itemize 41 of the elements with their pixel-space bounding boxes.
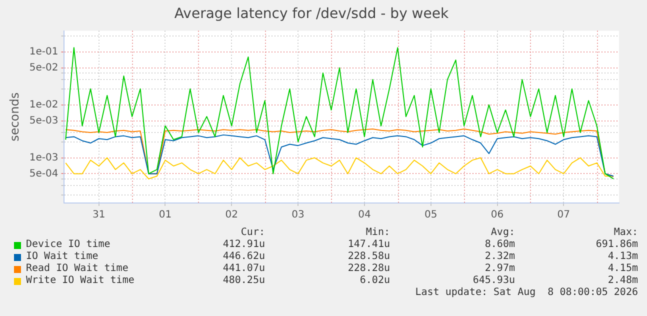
text: 228.58u [348, 251, 390, 262]
y-axis-title: seconds [7, 92, 22, 142]
text: 4.13m [608, 251, 638, 262]
x-tick-label: 05 [424, 210, 438, 221]
x-tick-label: 02 [225, 210, 238, 221]
y-tick-label: 5e-04 [29, 168, 58, 180]
text: 412.91u [222, 239, 265, 250]
y-tick-label: 1e-02 [29, 99, 58, 110]
text: 4.15m [608, 263, 638, 274]
text: 228.28u [348, 263, 390, 274]
x-tick-label: 04 [358, 210, 371, 221]
text: 480.25u [222, 275, 265, 286]
text: 441.07u [222, 263, 265, 274]
y-tick-label: 5e-02 [29, 62, 58, 74]
x-tick-label: 31 [92, 210, 106, 221]
text: 691.86m [596, 239, 638, 250]
text: 446.62u [222, 251, 265, 262]
text: 147.41u [348, 239, 390, 250]
y-tick-label: 1e-01 [29, 46, 58, 58]
x-tick-label: 03 [292, 210, 304, 221]
text: Cur: [240, 227, 265, 238]
legend-label: IO Wait time [26, 251, 98, 262]
text: 6.02u [360, 275, 390, 286]
chart-title: Average latency for /dev/sdd - by week [174, 6, 450, 22]
text: 2.32m [484, 251, 515, 262]
text: 645.93u [472, 275, 515, 286]
text: Min: [366, 227, 390, 238]
legend-label: Write IO Wait time [26, 275, 134, 286]
text: 2.48m [608, 275, 638, 286]
x-tick-label: 07 [557, 210, 570, 221]
text: 2.97m [484, 263, 515, 274]
text: Max: [614, 227, 638, 238]
y-tick-label: 5e-03 [29, 115, 58, 126]
text: Avg: [490, 227, 515, 238]
x-tick-label: 01 [158, 210, 172, 221]
text: 8.60m [484, 239, 515, 250]
y-tick-label: 1e-03 [29, 152, 58, 164]
legend-label: Device IO time [26, 239, 110, 250]
legend-label: Read IO Wait time [26, 263, 128, 274]
x-tick-label: 06 [490, 210, 504, 221]
text: Last update: Sat Aug 8 08:00:05 2026 [415, 287, 638, 298]
